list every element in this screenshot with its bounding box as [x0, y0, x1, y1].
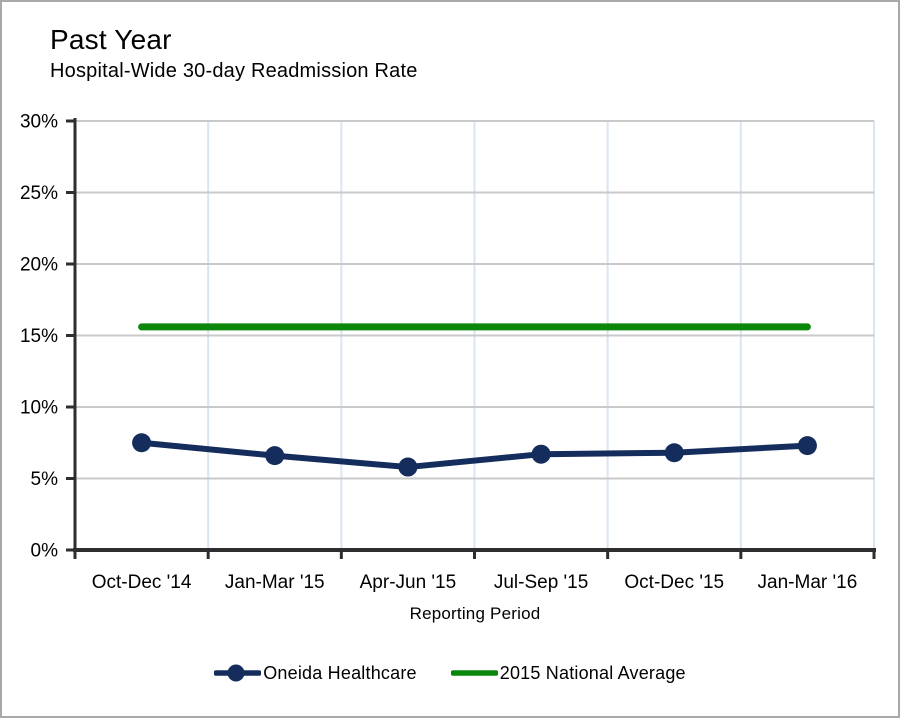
x-axis-tick-label: Oct-Dec '14 [92, 572, 192, 593]
legend-label-oneida-healthcare: Oneida Healthcare [263, 662, 417, 683]
y-axis-tick-label: 5% [31, 469, 59, 490]
legend-label-national-average: 2015 National Average [499, 662, 686, 683]
x-axis-title: Reporting Period [409, 604, 541, 623]
legend: Oneida Healthcare 2015 National Average [0, 662, 900, 684]
y-axis-tick-label: 15% [20, 326, 58, 347]
title-block: Past Year Hospital-Wide 30-day Readmissi… [50, 22, 418, 84]
legend-item-national-average: 2015 National Average [450, 662, 686, 684]
x-axis-tick-label: Jan-Mar '16 [758, 572, 858, 593]
data-point [531, 444, 551, 464]
data-point [664, 443, 684, 463]
line-with-marker-swatch [214, 664, 262, 682]
data-point [265, 446, 285, 466]
y-axis-tick-label: 25% [20, 183, 58, 204]
line-swatch [450, 670, 498, 676]
x-axis-tick-label: Jan-Mar '15 [225, 572, 325, 593]
y-axis-tick-label: 20% [20, 255, 58, 276]
x-axis-tick-label: Oct-Dec '15 [624, 572, 724, 593]
y-axis-tick-label: 30% [20, 112, 58, 133]
chart-title: Past Year [50, 24, 172, 55]
series-line-0 [138, 439, 811, 471]
x-axis-tick-label: Apr-Jun '15 [360, 572, 457, 593]
data-point [132, 433, 152, 453]
data-point [398, 457, 418, 477]
x-axis-tick-label: Jul-Sep '15 [494, 572, 588, 593]
y-axis-tick-label: 0% [31, 541, 59, 562]
y-axis-tick-label: 10% [20, 398, 58, 419]
data-point [797, 436, 817, 456]
legend-item-oneida-healthcare: Oneida Healthcare [214, 662, 417, 684]
chart-subtitle: Hospital-Wide 30-day Readmission Rate [50, 60, 418, 82]
